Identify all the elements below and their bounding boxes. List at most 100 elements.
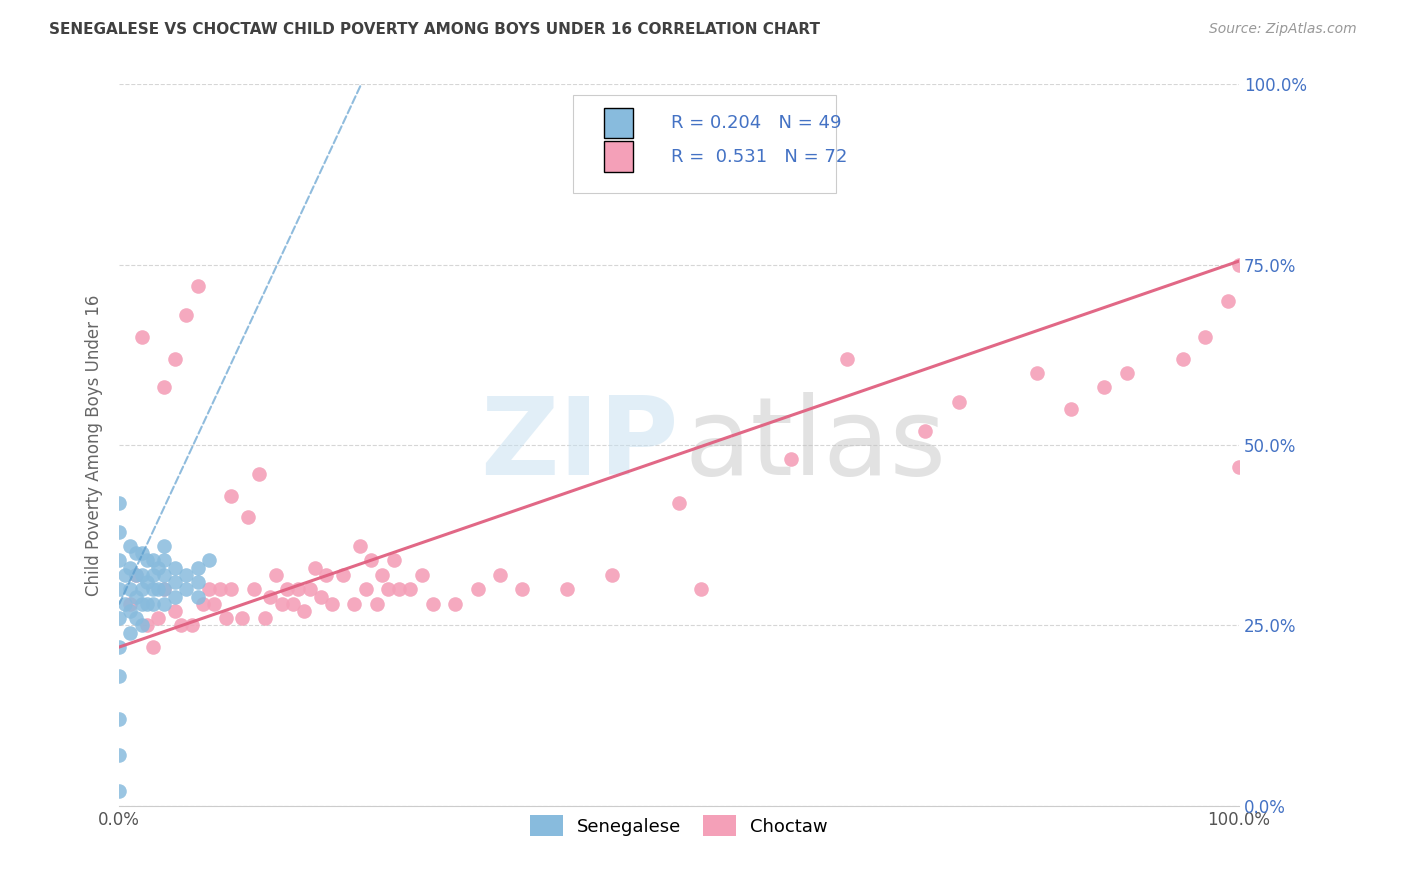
Point — [165, 575, 187, 590]
FancyBboxPatch shape — [605, 108, 633, 137]
Point — [399, 582, 422, 597]
Point — [153, 582, 176, 597]
Point — [187, 279, 209, 293]
Text: SENEGALESE VS CHOCTAW CHILD POVERTY AMONG BOYS UNDER 16 CORRELATION CHART: SENEGALESE VS CHOCTAW CHILD POVERTY AMON… — [49, 22, 820, 37]
Text: Source: ZipAtlas.com: Source: ZipAtlas.com — [1209, 22, 1357, 37]
Point — [120, 539, 142, 553]
Point — [382, 553, 405, 567]
Point — [198, 553, 221, 567]
Point — [114, 597, 136, 611]
Point — [198, 582, 221, 597]
Point — [253, 611, 276, 625]
Point — [510, 582, 533, 597]
Point — [292, 604, 315, 618]
Point — [214, 611, 236, 625]
Point — [153, 582, 176, 597]
Point — [125, 611, 148, 625]
Point — [131, 568, 153, 582]
Point — [1115, 366, 1137, 380]
Point — [108, 640, 131, 654]
Point — [131, 546, 153, 560]
Point — [219, 489, 242, 503]
Point — [204, 597, 226, 611]
Point — [148, 582, 170, 597]
Point — [176, 582, 198, 597]
Point — [467, 582, 489, 597]
Point — [914, 424, 936, 438]
Point — [165, 604, 187, 618]
Point — [120, 560, 142, 574]
Point — [131, 582, 153, 597]
FancyBboxPatch shape — [605, 142, 633, 172]
Point — [242, 582, 264, 597]
Point — [690, 582, 713, 597]
Point — [165, 560, 187, 574]
Point — [125, 568, 148, 582]
Point — [148, 611, 170, 625]
Point — [948, 394, 970, 409]
Point — [1216, 293, 1239, 308]
Point — [165, 351, 187, 366]
Point — [153, 553, 176, 567]
Point — [1026, 366, 1049, 380]
Point — [108, 748, 131, 763]
Point — [309, 590, 332, 604]
Point — [349, 539, 371, 553]
Point — [360, 553, 382, 567]
Point — [489, 568, 512, 582]
Point — [259, 590, 281, 604]
Point — [219, 582, 242, 597]
Point — [354, 582, 377, 597]
Point — [298, 582, 321, 597]
Point — [1060, 402, 1083, 417]
Point — [343, 597, 366, 611]
Point — [153, 539, 176, 553]
Point — [371, 568, 394, 582]
Point — [120, 604, 142, 618]
Y-axis label: Child Poverty Among Boys Under 16: Child Poverty Among Boys Under 16 — [86, 294, 103, 596]
Point — [120, 625, 142, 640]
Point — [131, 618, 153, 632]
Point — [304, 560, 326, 574]
Point — [108, 669, 131, 683]
Point — [422, 597, 444, 611]
Point — [208, 582, 231, 597]
FancyBboxPatch shape — [572, 95, 835, 193]
Point — [411, 568, 433, 582]
Point — [120, 582, 142, 597]
Point — [108, 784, 131, 798]
Point — [247, 467, 270, 481]
Point — [366, 597, 388, 611]
Point — [153, 380, 176, 394]
Point — [176, 568, 198, 582]
Point — [377, 582, 399, 597]
Point — [142, 597, 165, 611]
Point — [120, 597, 142, 611]
Point — [131, 330, 153, 344]
Point — [276, 582, 298, 597]
Point — [136, 618, 159, 632]
Point — [332, 568, 354, 582]
Point — [142, 582, 165, 597]
Point — [142, 568, 165, 582]
Point — [181, 618, 204, 632]
Point — [835, 351, 858, 366]
Point — [281, 597, 304, 611]
Point — [176, 308, 198, 322]
Text: atlas: atlas — [685, 392, 946, 498]
Point — [108, 611, 131, 625]
Point — [264, 568, 287, 582]
Text: ZIP: ZIP — [481, 392, 679, 498]
Point — [555, 582, 578, 597]
Point — [287, 582, 309, 597]
Point — [170, 618, 193, 632]
Point — [142, 553, 165, 567]
Point — [131, 597, 153, 611]
Point — [114, 568, 136, 582]
Point — [136, 597, 159, 611]
Point — [108, 582, 131, 597]
Point — [388, 582, 411, 597]
Point — [108, 553, 131, 567]
Point — [148, 560, 170, 574]
Point — [193, 597, 215, 611]
